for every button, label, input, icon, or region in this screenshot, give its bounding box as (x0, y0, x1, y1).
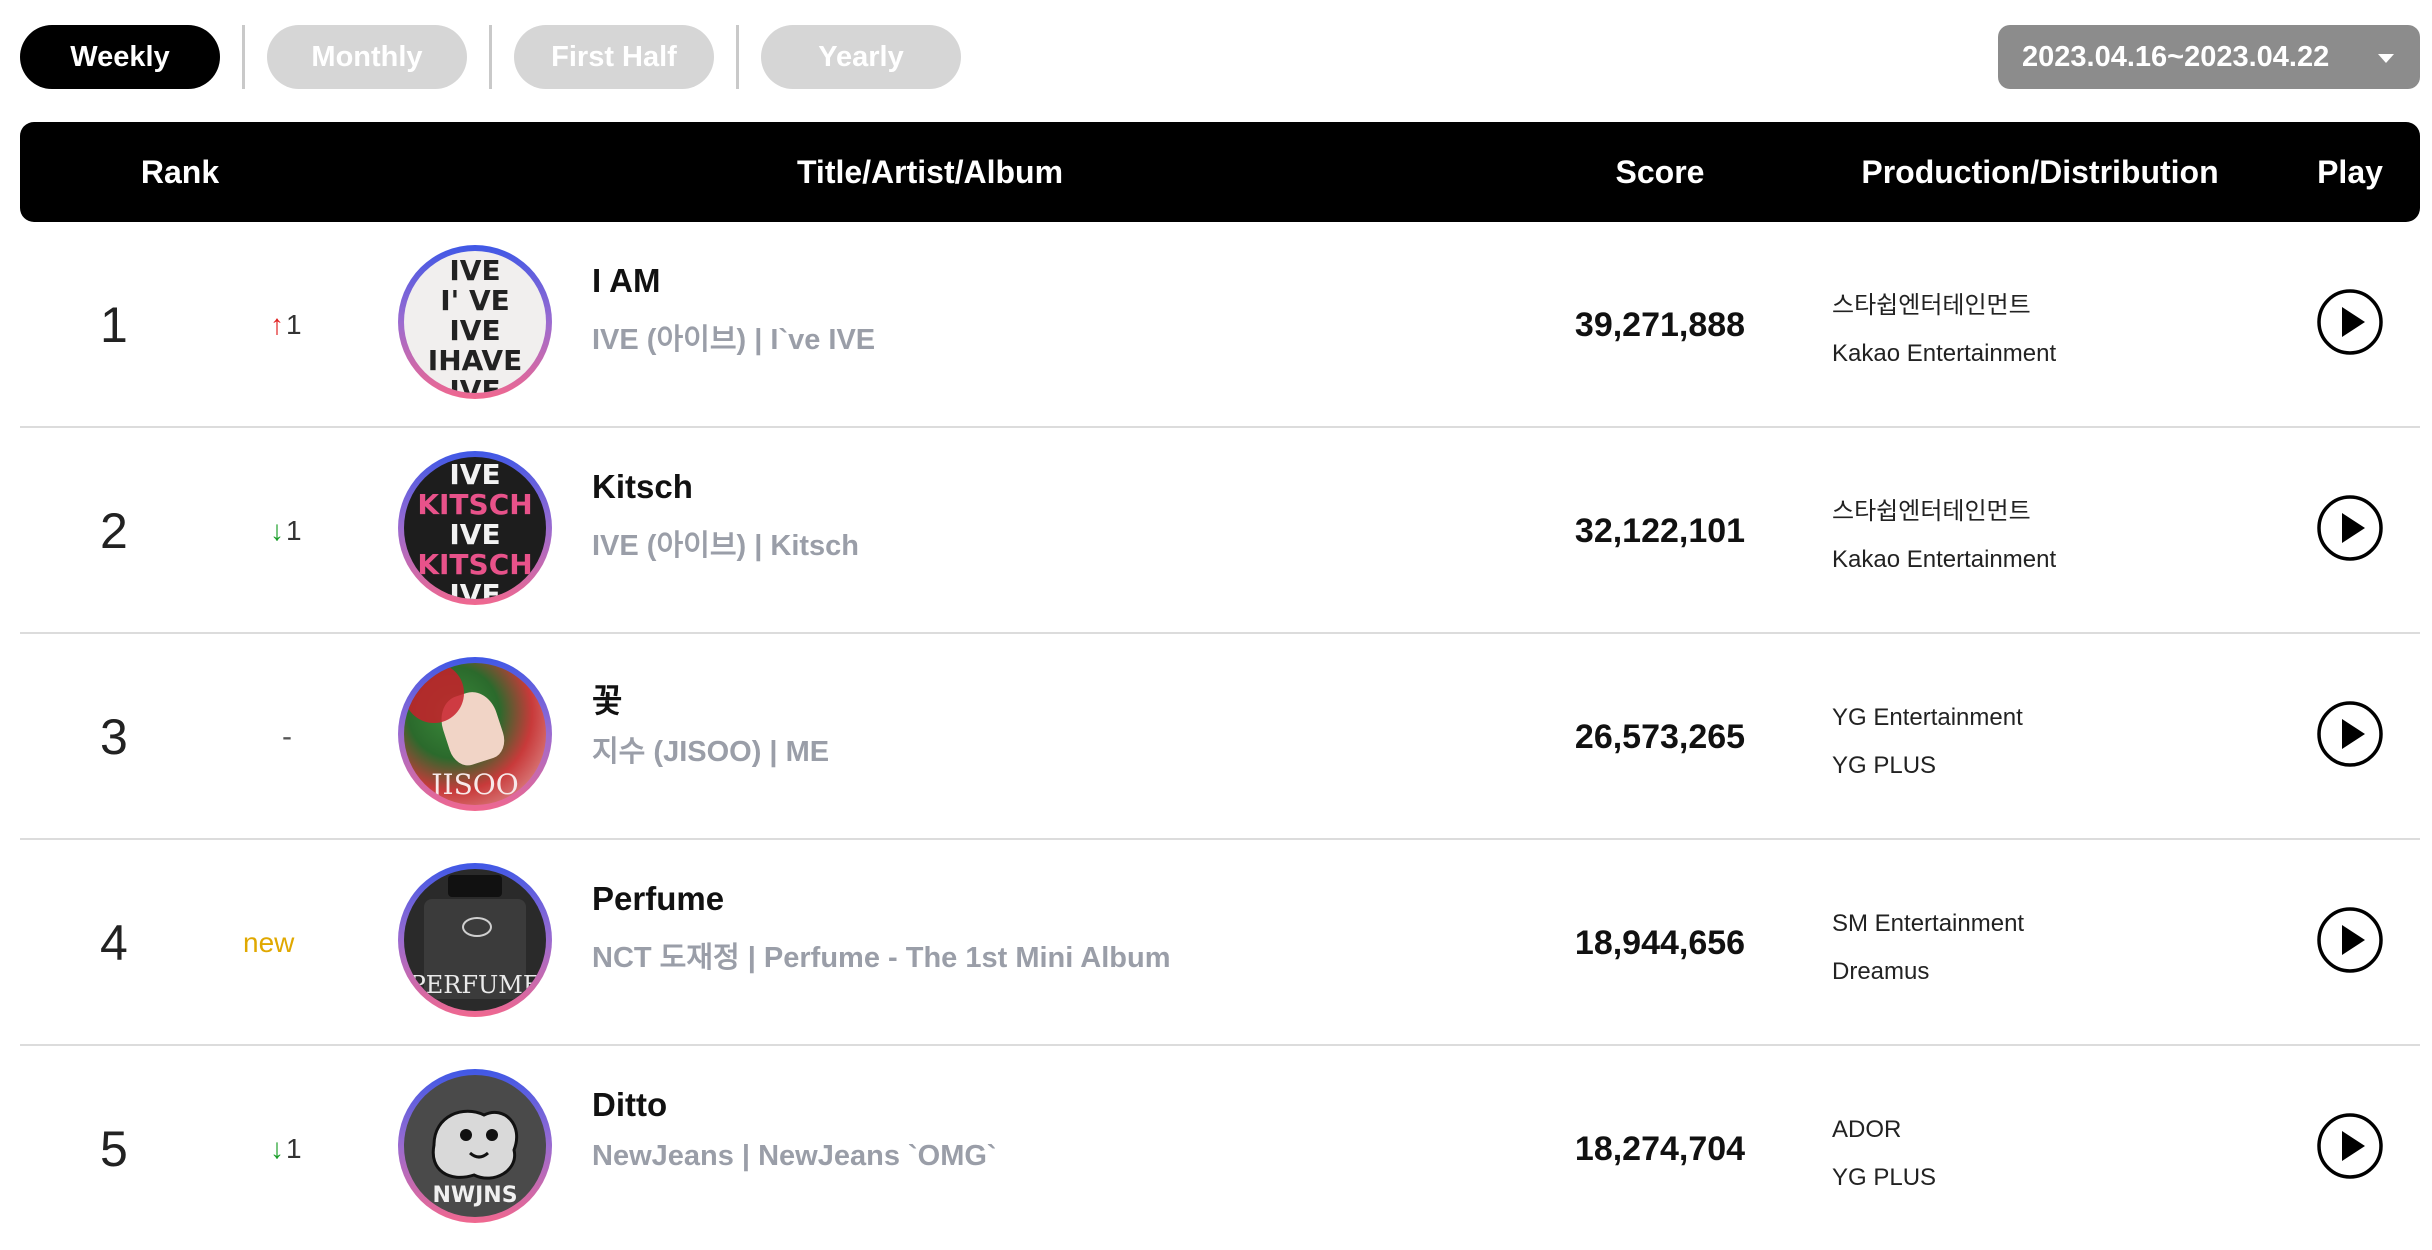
tab-divider (242, 25, 245, 89)
production-company: 스타쉽엔터테인먼트 (1832, 292, 2031, 319)
tab-first-half[interactable]: First Half (514, 25, 714, 89)
production-distribution: 스타쉽엔터테인먼트 Kakao Entertainment (1832, 488, 2056, 584)
play-icon[interactable] (2316, 1112, 2384, 1180)
chart-table: 1 ↑ 1 IVE I' VE IVE IHAVE IVE I AM IVE (아… (20, 222, 2420, 1250)
rank-number: 3 (100, 709, 128, 765)
play-icon[interactable] (2316, 494, 2384, 562)
play-icon[interactable] (2316, 700, 2384, 768)
header-title-artist-album: Title/Artist/Album (796, 153, 1064, 190)
rank-change: ↑ 1 (270, 222, 302, 428)
artist-album: 지수 (JISOO) | ME (592, 736, 830, 768)
play-icon[interactable] (2316, 288, 2384, 356)
arrow-down-icon: ↓ (270, 515, 284, 546)
tab-divider (736, 25, 739, 89)
song-title[interactable]: I AM (592, 262, 661, 299)
distribution-company: Dreamus (1832, 958, 1930, 985)
rank-change-value: - (282, 720, 292, 753)
table-row: 2 ↓ 1 IVE KITSCH IVE KITSCH IVE Kitsch IV… (20, 428, 2420, 634)
production-distribution: ADOR YG PLUS (1832, 1106, 1936, 1202)
rank-number: 5 (100, 1121, 128, 1177)
table-row: 1 ↑ 1 IVE I' VE IVE IHAVE IVE I AM IVE (아… (20, 222, 2420, 428)
tab-weekly[interactable]: Weekly (20, 25, 220, 89)
album-cover-art: JISOO (404, 663, 546, 805)
production-company: YG Entertainment (1832, 704, 2023, 731)
score-value: 39,271,888 (1574, 305, 1746, 344)
tab-divider (489, 25, 492, 89)
tab-monthly[interactable]: Monthly (267, 25, 467, 89)
production-company: 스타쉽엔터테인먼트 (1832, 498, 2031, 525)
song-title[interactable]: Kitsch (592, 468, 693, 505)
distribution-company: Kakao Entertainment (1832, 546, 2057, 573)
rank-number: 4 (100, 915, 128, 971)
rank-change-value: 1 (286, 515, 302, 546)
rank-change-value: 1 (286, 1133, 302, 1164)
distribution-company: Kakao Entertainment (1832, 340, 2057, 367)
artist-album: IVE (아이브) | I`ve IVE (592, 324, 876, 356)
rank-change-value: 1 (286, 309, 302, 340)
distribution-company: YG PLUS (1832, 1164, 1937, 1191)
arrow-down-icon: ↓ (270, 1133, 284, 1164)
album-cover-art: NWJNS (404, 1075, 546, 1217)
header-rank: Rank (140, 153, 220, 190)
distribution-company: YG PLUS (1832, 752, 1937, 779)
header-score: Score (1615, 153, 1705, 190)
rank-change: - (282, 634, 292, 840)
album-cover[interactable]: JISOO (398, 657, 552, 811)
artist-album: IVE (아이브) | Kitsch (592, 530, 860, 562)
header-production-distribution: Production/Distribution (1861, 153, 2219, 190)
new-badge: new (243, 927, 295, 958)
header-play: Play (2317, 153, 2383, 190)
rank-change: new (243, 840, 294, 1046)
table-header: Rank Title/Artist/Album Score Production… (20, 122, 2420, 222)
score-value: 26,573,265 (1574, 717, 1746, 756)
song-title[interactable]: Ditto (592, 1086, 668, 1123)
album-cover-art: IVE I' VE IVE IHAVE IVE (404, 251, 546, 393)
production-distribution: SM Entertainment Dreamus (1832, 900, 2024, 996)
artist-album: NCT 도재정 | Perfume - The 1st Mini Album (592, 942, 1171, 974)
date-range-select[interactable]: 2023.04.16~2023.04.22 (1998, 25, 2420, 89)
album-cover[interactable]: NWJNS (398, 1069, 552, 1223)
arrow-up-icon: ↑ (270, 309, 284, 340)
album-cover-art: IVE KITSCH IVE KITSCH IVE (404, 457, 546, 599)
album-cover-art: PERFUME (404, 869, 546, 1011)
score-value: 18,274,704 (1574, 1129, 1746, 1168)
caret-down-icon (2378, 54, 2394, 63)
rank-change: ↓ 1 (270, 1046, 302, 1250)
score-value: 32,122,101 (1574, 511, 1746, 550)
artist-album: NewJeans | NewJeans `OMG` (592, 1140, 997, 1172)
production-distribution: 스타쉽엔터테인먼트 Kakao Entertainment (1832, 282, 2056, 378)
tab-yearly[interactable]: Yearly (761, 25, 961, 89)
rank-number: 2 (100, 503, 128, 559)
production-company: ADOR (1832, 1116, 1902, 1143)
production-distribution: YG Entertainment YG PLUS (1832, 694, 2023, 790)
date-range-value: 2023.04.16~2023.04.22 (2022, 40, 2330, 73)
album-cover[interactable]: PERFUME (398, 863, 552, 1017)
play-icon[interactable] (2316, 906, 2384, 974)
production-company: SM Entertainment (1832, 910, 2025, 937)
album-cover[interactable]: IVE I' VE IVE IHAVE IVE (398, 245, 552, 399)
table-row: 4 new PERFUME Perfume NCT 도재정 | Perfume … (20, 840, 2420, 1046)
rank-change: ↓ 1 (270, 428, 302, 634)
song-title[interactable]: Perfume (592, 880, 725, 917)
period-tabs: Weekly Monthly First Half Yearly (20, 25, 961, 89)
album-cover[interactable]: IVE KITSCH IVE KITSCH IVE (398, 451, 552, 605)
score-value: 18,944,656 (1574, 923, 1746, 962)
rank-number: 1 (100, 297, 128, 353)
table-row: 3 - JISOO 꽃 지수 (JISOO) | ME 26,573,265 Y… (20, 634, 2420, 840)
table-row: 5 ↓ 1 NWJNS Ditto NewJeans | NewJeans `OM… (20, 1046, 2420, 1250)
song-title[interactable]: 꽃 (592, 682, 623, 719)
